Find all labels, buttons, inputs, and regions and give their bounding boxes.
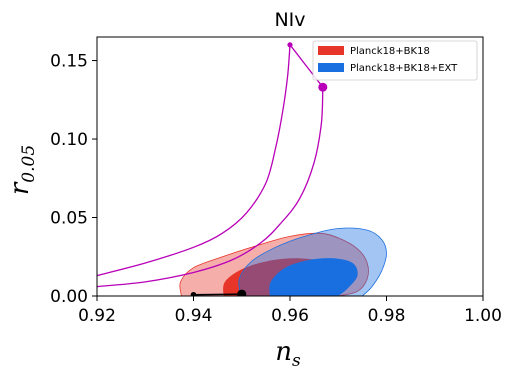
contour-planck18-bk18-ext-68 xyxy=(269,258,358,296)
x-axis-label-main: n xyxy=(275,337,292,367)
legend: Planck18+BK18 Planck18+BK18+EXT xyxy=(312,40,478,81)
y-tick-label-2: 0.10 xyxy=(50,130,88,150)
x-tick-label-1: 0.94 xyxy=(175,306,213,326)
legend-swatch-planck18-bk18-ext xyxy=(318,63,344,72)
x-tick-label-2: 0.96 xyxy=(271,306,309,326)
y-tick-label-1: 0.05 xyxy=(50,209,88,229)
chart-title: NIv xyxy=(274,9,305,31)
y-axis-label-main: r xyxy=(5,181,35,195)
black-segment-endpoint-1 xyxy=(190,291,197,296)
plot-area xyxy=(97,42,387,296)
x-tick-label-4: 1.00 xyxy=(464,306,502,326)
legend-label-planck18-bk18-ext: Planck18+BK18+EXT xyxy=(350,63,458,74)
theory-endpoint-1 xyxy=(287,42,293,48)
black-segment xyxy=(193,293,242,296)
legend-label-planck18-bk18: Planck18+BK18 xyxy=(350,46,430,57)
legend-swatch-planck18-bk18 xyxy=(318,46,344,55)
black-segment-endpoint-2 xyxy=(237,289,247,296)
axis-ticks: 0.92 0.94 0.96 0.98 1.00 0.00 0.05 0.10 0.15 xyxy=(50,52,502,326)
theory-curve-2 xyxy=(97,87,324,288)
y-tick-label-3: 0.15 xyxy=(50,52,88,72)
x-tick-label-0: 0.92 xyxy=(78,306,116,326)
y-axis-label: r0.05 xyxy=(5,145,39,195)
theory-curve-1 xyxy=(97,44,291,277)
legend-box xyxy=(312,40,478,81)
x-tick-label-3: 0.98 xyxy=(368,306,406,326)
x-axis-label: ns xyxy=(275,337,301,367)
y-axis-label-sub: 0.05 xyxy=(19,145,39,183)
y-tick-label-0: 0.00 xyxy=(50,287,88,307)
x-axis-label-sub: s xyxy=(292,351,301,367)
theory-endpoint-2 xyxy=(318,82,328,92)
